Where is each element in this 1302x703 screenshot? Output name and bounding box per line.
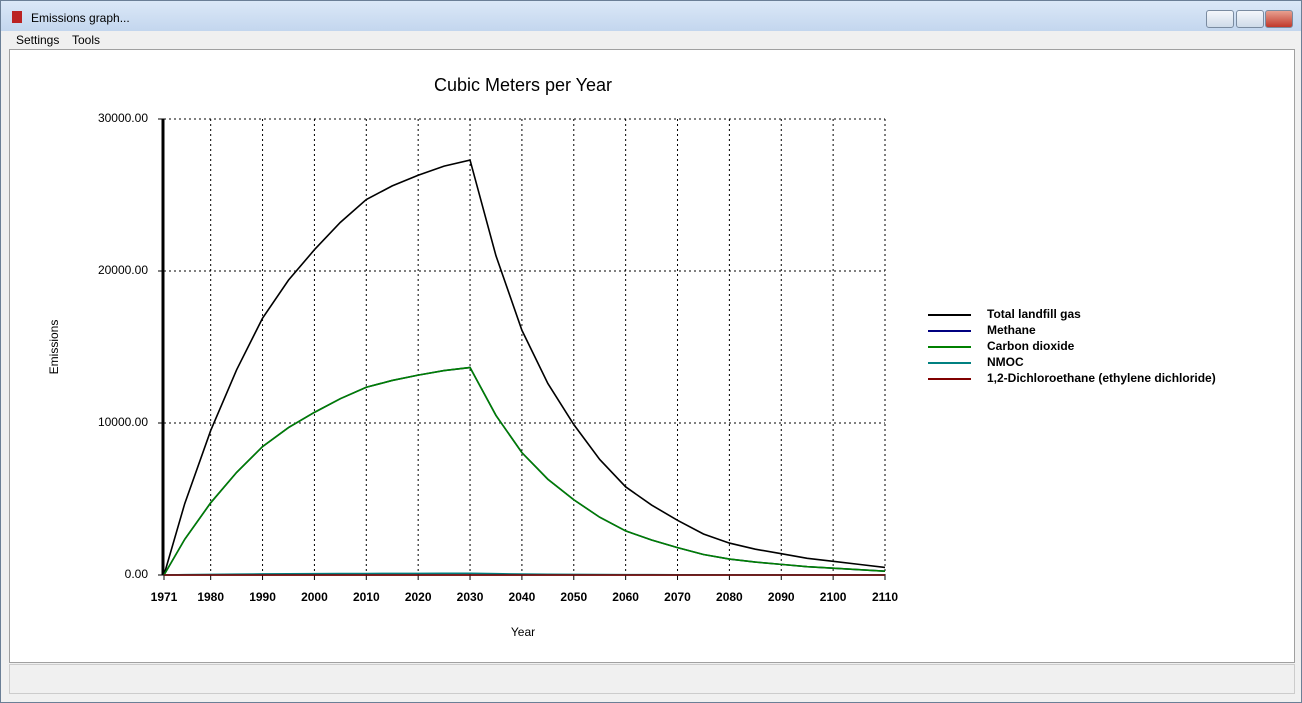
title-bar: Emissions graph... <box>1 1 1301 31</box>
x-tick-label: 2100 <box>820 590 847 604</box>
legend-label: Methane <box>987 323 1036 337</box>
x-tick-label: 2080 <box>716 590 743 604</box>
y-axis-label: Emissions <box>47 320 61 375</box>
close-button[interactable] <box>1265 10 1293 28</box>
x-tick-label: 2040 <box>509 590 536 604</box>
legend-label: Carbon dioxide <box>987 339 1075 353</box>
x-tick-label: 1990 <box>249 590 276 604</box>
y-tick-label: 30000.00 <box>98 111 148 125</box>
x-axis-label: Year <box>511 625 535 639</box>
y-tick-label: 20000.00 <box>98 263 148 277</box>
x-tick-label: 2010 <box>353 590 380 604</box>
x-tick-label: 2020 <box>405 590 432 604</box>
menu-item[interactable]: Settings <box>16 33 60 47</box>
x-tick-label: 2030 <box>457 590 484 604</box>
minimize-button[interactable] <box>1206 10 1234 28</box>
menu-bar: Settings Tools <box>1 31 1301 49</box>
x-tick-label: 2050 <box>560 590 587 604</box>
legend-label: 1,2-Dichloroethane (ethylene dichloride) <box>987 371 1216 385</box>
y-tick-label: 0.00 <box>125 567 149 581</box>
x-tick-label: 2060 <box>612 590 639 604</box>
x-tick-label: 2090 <box>768 590 795 604</box>
series-line <box>163 366 886 576</box>
legend-label: NMOC <box>987 355 1024 369</box>
status-bar <box>9 664 1295 694</box>
x-tick-label: 1971 <box>151 590 178 604</box>
chart-title: Cubic Meters per Year <box>434 75 612 95</box>
y-tick-label: 10000.00 <box>98 415 148 429</box>
app-icon <box>12 11 22 23</box>
x-tick-label: 1980 <box>197 590 224 604</box>
window-title: Emissions graph... <box>31 11 130 25</box>
menu-item[interactable]: Tools <box>72 33 101 47</box>
series-line <box>163 159 886 576</box>
series-line <box>163 366 886 576</box>
maximize-button[interactable] <box>1236 10 1264 28</box>
x-tick-label: 2110 <box>872 590 898 604</box>
x-tick-label: 2070 <box>664 590 691 604</box>
chart-area <box>9 49 1295 663</box>
x-tick-label: 2000 <box>301 590 328 604</box>
legend-label: Total landfill gas <box>987 307 1081 321</box>
